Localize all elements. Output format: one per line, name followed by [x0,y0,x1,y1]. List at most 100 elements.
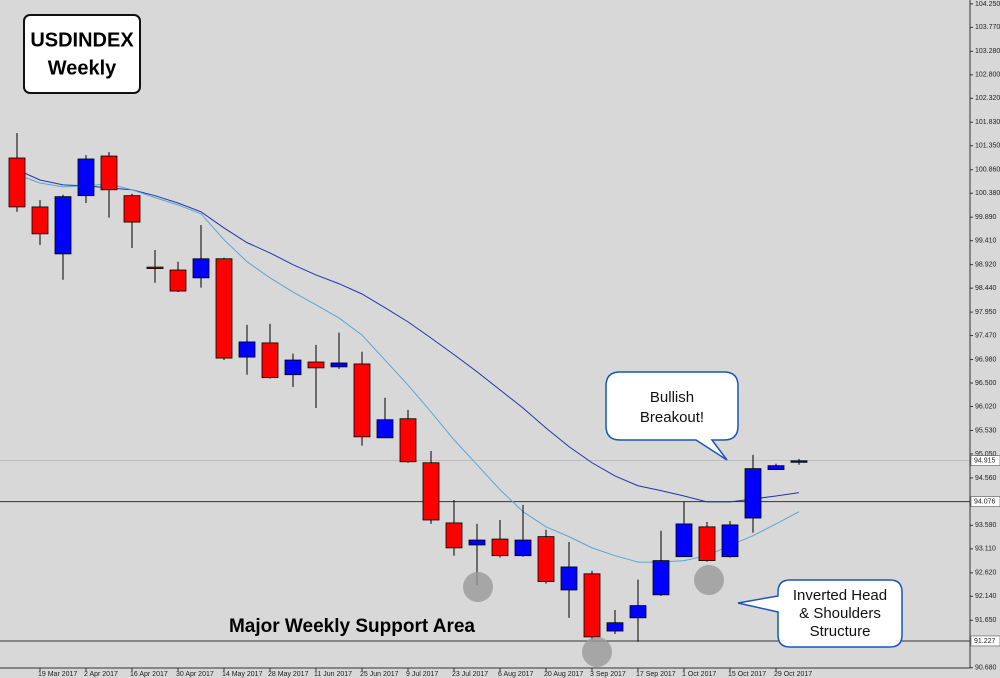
x-tick-label: 17 Sep 2017 [636,671,676,678]
y-tick-label: 100.380 [975,190,1000,197]
candle-body [31,206,49,235]
candle-body [192,258,210,279]
candle-body [8,157,26,208]
candle-body [537,536,555,583]
y-tick-label: 104.250 [975,1,1000,8]
y-tick-label: 103.280 [975,48,1000,55]
candle-body [307,361,325,369]
candle-body [169,269,187,292]
y-tick-label: 92.620 [975,570,997,577]
x-tick-label: 20 Aug 2017 [544,671,583,678]
candle-body [215,258,233,359]
x-tick-label: 28 May 2017 [268,671,309,678]
candle-body [146,266,164,269]
y-tick-label: 94.560 [975,475,997,482]
candle-body [284,359,302,376]
title-box [23,14,141,94]
callout-text: & Shoulders [799,605,881,622]
candle-body [675,523,693,558]
candle-body [123,195,141,223]
y-tick-label: 99.410 [975,238,997,245]
candle-body [399,418,417,463]
candle-body [491,538,509,557]
x-tick-label: 6 Aug 2017 [498,671,534,678]
last-price-bg [970,455,1000,466]
y-tick-label: 99.890 [975,214,997,221]
shoulder-marker [694,565,724,595]
last-price-label: 94.915 [974,457,996,464]
y-tick-label: 95.530 [975,427,997,434]
level-label: 91.227 [974,638,996,645]
x-tick-label: 29 Oct 2017 [774,671,812,678]
candle-body [422,462,440,521]
candle-body [560,566,578,591]
y-tick-label: 102.320 [975,95,1000,102]
shoulder-marker [463,572,493,602]
y-tick-label: 101.830 [975,119,1000,126]
candle-body [583,573,601,638]
callout-text: Bullish [650,389,694,406]
level-label-bg [970,496,1000,507]
annotations: USDINDEX Weekly Bullish Breakout! Invert… [23,14,903,667]
y-tick-label: 97.470 [975,332,997,339]
level-label: 94.076 [974,498,996,505]
y-tick-label: 98.440 [975,285,997,292]
candle-body [376,419,394,439]
support-label: Major Weekly Support Area [229,616,475,637]
y-tick-label: 100.860 [975,167,1000,174]
callout-text: Breakout! [640,409,704,426]
x-tick-label: 16 Apr 2017 [130,671,168,678]
candle-body [652,560,670,596]
candle-body [468,539,486,546]
candle-body [330,362,348,368]
average-line [16,169,800,503]
candle-body [445,522,463,549]
x-tick-label: 14 May 2017 [222,671,263,678]
x-tick-label: 3 Sep 2017 [590,671,626,678]
x-tick-label: 23 Jul 2017 [452,671,488,678]
candle-body [721,524,739,558]
y-tick-label: 98.920 [975,261,997,268]
callout-text: Inverted Head [793,587,887,604]
plot [0,133,970,642]
candle-body [54,196,72,255]
callout-box [737,579,903,648]
x-tick-label: 19 Mar 2017 [38,671,77,678]
y-tick-label: 96.980 [975,356,997,363]
candle-body [790,460,808,463]
x-tick-label: 25 Jun 2017 [360,671,399,678]
level-label-bg [970,635,1000,647]
chart-title: USDINDEX [30,29,134,51]
y-tick-label: 90.680 [975,665,997,672]
x-tick-label: 9 Jul 2017 [406,671,438,678]
x-tick-label: 2 Apr 2017 [84,671,118,678]
x-tick-label: 30 Apr 2017 [176,671,214,678]
candle-body [744,468,762,519]
candle-body [514,539,532,557]
y-tick-label: 92.140 [975,593,997,600]
candle-body [77,158,95,197]
candle-body [353,363,371,438]
y-tick-label: 91.650 [975,617,997,624]
x-tick-label: 15 Oct 2017 [728,671,766,678]
x-tick-label: 11 Jun 2017 [314,671,352,678]
y-tick-label: 93.590 [975,522,997,529]
y-tick-label: 93.110 [975,546,996,553]
callout-bubble [605,371,739,461]
y-tick-label: 102.800 [975,72,1000,79]
candle-body [100,155,118,191]
chart-subtitle: Weekly [48,57,117,79]
candle-body [698,526,716,561]
candle-body [629,605,647,619]
y-tick-label: 95.050 [975,451,997,458]
callout-text: Structure [810,623,871,640]
candle-body [238,341,256,358]
y-tick-label: 96.500 [975,380,997,387]
y-tick-label: 103.770 [975,24,1000,31]
x-tick-label: 1 Oct 2017 [682,671,716,678]
y-tick-label: 96.020 [975,403,997,410]
candle-body [767,465,785,471]
